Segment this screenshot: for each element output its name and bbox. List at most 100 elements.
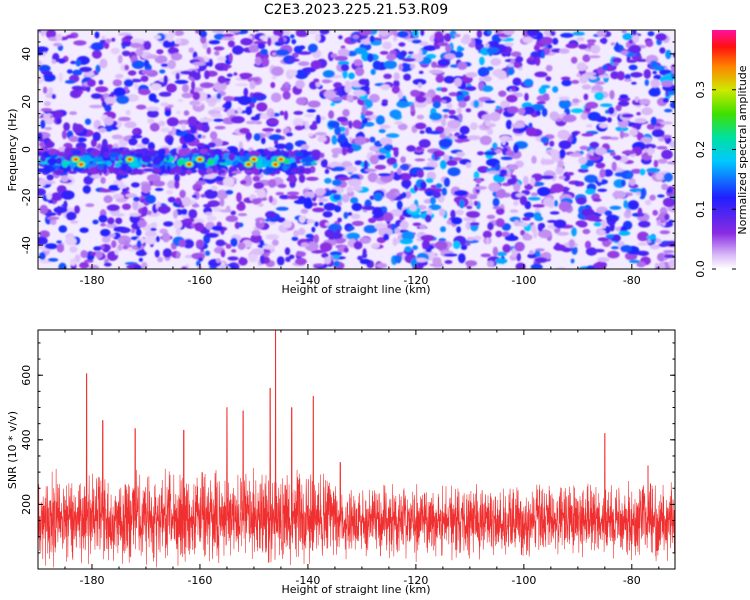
- heatmap-cell: [259, 35, 271, 40]
- heatmap-cell: [495, 251, 508, 257]
- heatmap-cell: [443, 75, 456, 84]
- heatmap-cell: [580, 112, 588, 120]
- heatmap-cell: [338, 134, 347, 144]
- heatmap-cell: [113, 87, 126, 97]
- heatmap-cell: [101, 236, 111, 243]
- heatmap-cell: [100, 223, 106, 227]
- heatmap-cell: [206, 47, 211, 55]
- heatmap-cell: [42, 73, 56, 82]
- heatmap-cell: [133, 196, 140, 202]
- heatmap-cell: [251, 248, 265, 256]
- heatmap-cell: [72, 150, 82, 155]
- heatmap-cell: [592, 198, 602, 202]
- heatmap-cell: [45, 30, 57, 39]
- heatmap-cell: [568, 239, 575, 248]
- heatmap-cell: [600, 136, 612, 140]
- heatmap-cell: [330, 102, 335, 106]
- heatmap-cell: [553, 244, 566, 251]
- heatmap-cell: [619, 94, 629, 99]
- heatmap-cell: [359, 258, 371, 265]
- heatmap-cell: [401, 231, 415, 241]
- heatmap-cell: [421, 239, 431, 250]
- heatmap-cell: [270, 111, 275, 117]
- heatmap-cell: [357, 255, 363, 261]
- heatmap-x-ticks: -180 -160 -140 -120 -100 -80: [37, 30, 660, 287]
- heatmap-cell: [476, 30, 483, 39]
- heatmap-cell: [295, 257, 307, 266]
- colorbar-tick-label: 0.0: [694, 260, 707, 278]
- heatmap-cell: [174, 79, 189, 85]
- heatmap-cell: [412, 78, 427, 86]
- heatmap-cell: [647, 147, 654, 156]
- heatmap-cell: [575, 196, 587, 205]
- heatmap-cell: [512, 77, 522, 86]
- heatmap-cell: [367, 172, 378, 183]
- heatmap-cell: [64, 147, 72, 156]
- heatmap-cell: [285, 142, 294, 151]
- heatmap-cell: [39, 204, 48, 215]
- heatmap-cell: [659, 230, 670, 235]
- heatmap-cell: [188, 209, 198, 219]
- heatmap-cell: [263, 149, 270, 154]
- heatmap-cell: [522, 217, 531, 221]
- heatmap-cell: [385, 133, 400, 138]
- heatmap-cell: [380, 137, 393, 146]
- heatmap-cell: [175, 38, 182, 44]
- heatmap-cell: [571, 131, 579, 137]
- heatmap-cell: [354, 136, 367, 146]
- heatmap-cell: [513, 62, 522, 69]
- heatmap-cell: [338, 35, 343, 40]
- heatmap-cell: [609, 151, 616, 156]
- heatmap-cell: [507, 164, 519, 171]
- heatmap-cell: [528, 56, 535, 61]
- heatmap-cell: [523, 212, 536, 218]
- heatmap-cell: [92, 219, 99, 225]
- heatmap-cell: [617, 100, 630, 107]
- heatmap-cell: [447, 167, 461, 177]
- heatmap-cell: [392, 30, 398, 37]
- heatmap-cell: [586, 124, 593, 128]
- heatmap-cell: [317, 135, 327, 143]
- heatmap-cell: [283, 110, 289, 121]
- heatmap-cell: [312, 207, 325, 213]
- heatmap-cell: [283, 81, 290, 88]
- heatmap-cell: [132, 200, 140, 211]
- heatmap-cell: [344, 84, 352, 94]
- heatmap-cell: [661, 149, 673, 160]
- heatmap-cell: [98, 127, 107, 133]
- heatmap-cell: [38, 168, 46, 173]
- heatmap-cell: [513, 143, 519, 154]
- heatmap-cell: [511, 123, 526, 129]
- heatmap-cell: [361, 104, 367, 115]
- heatmap-cell: [114, 163, 122, 168]
- heatmap-cell: [459, 125, 470, 135]
- heatmap-cell: [173, 209, 178, 219]
- heatmap-cell: [386, 157, 397, 165]
- heatmap-cell: [144, 230, 157, 238]
- heatmap-cell: [526, 30, 540, 37]
- heatmap-cell: [160, 63, 169, 67]
- heatmap-cell: [609, 205, 622, 210]
- heatmap-cell: [343, 211, 349, 219]
- heatmap-cell: [555, 165, 564, 175]
- heatmap-cell: [315, 114, 321, 125]
- heatmap-cell: [448, 115, 457, 119]
- heatmap-cell: [104, 104, 112, 112]
- heatmap-cell: [225, 215, 238, 222]
- heatmap-cell: [329, 251, 342, 256]
- heatmap-cell: [135, 48, 144, 57]
- heatmap-cell: [160, 102, 169, 107]
- x-tick-label: -180: [79, 274, 104, 287]
- heatmap-cell: [233, 72, 238, 76]
- heatmap-cell: [513, 219, 520, 227]
- heatmap-cell: [538, 229, 552, 239]
- heatmap-cell: [212, 206, 222, 213]
- heatmap-cell: [483, 151, 498, 156]
- heatmap-cell: [68, 135, 79, 143]
- heatmap-hotspot: [273, 162, 278, 166]
- heatmap-cell: [458, 113, 463, 121]
- heatmap-cell: [337, 48, 350, 58]
- heatmap-cell: [429, 196, 436, 205]
- heatmap-cell: [225, 100, 232, 110]
- heatmap-cell: [619, 130, 624, 139]
